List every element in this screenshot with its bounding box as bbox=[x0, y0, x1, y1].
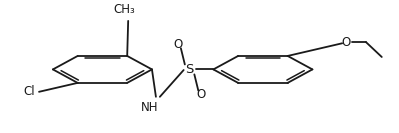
Text: NH: NH bbox=[141, 101, 159, 113]
Text: O: O bbox=[173, 38, 182, 51]
Text: S: S bbox=[186, 63, 194, 76]
Text: O: O bbox=[342, 36, 351, 49]
Text: Cl: Cl bbox=[23, 85, 35, 98]
Text: O: O bbox=[197, 88, 206, 101]
Text: CH₃: CH₃ bbox=[113, 3, 135, 16]
